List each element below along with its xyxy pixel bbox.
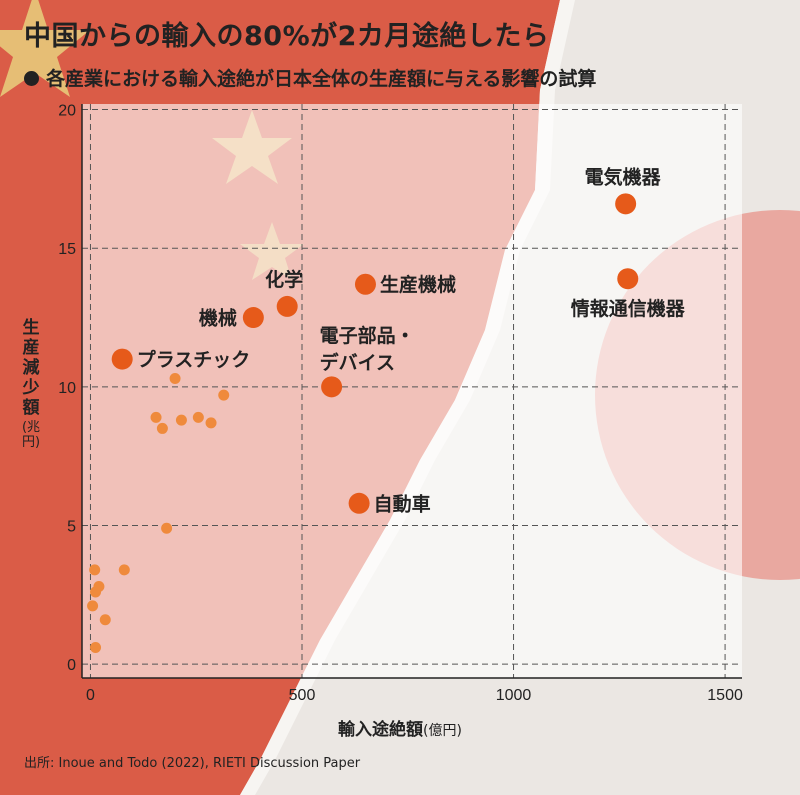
point-label: 情報通信機器 [571,297,686,320]
data-point [276,295,298,317]
point-label: 生産機械 [380,273,456,296]
data-point [348,492,370,514]
data-point [242,307,264,329]
y-label-char: 減 [22,358,40,378]
source-note: 出所: Inoue and Todo (2022), RIETI Discuss… [24,756,361,771]
x-tick-label: 1500 [707,687,743,704]
data-point-small [118,564,130,576]
point-label: 電子部品・ [320,324,415,347]
data-point-small [169,373,181,385]
data-point-small [192,411,204,423]
data-point-small [218,389,230,401]
x-axis-label-text: 輸入途絶額 [338,720,424,740]
x-tick-label: 0 [86,687,95,704]
point-label: 電気機器 [585,165,662,188]
chart-subtitle: 各産業における輸入途絶が日本全体の生産額に与える影響の試算 [24,64,596,91]
y-tick-label: 10 [58,380,76,397]
x-axis-label: 輸入途絶額(億円) [0,715,800,740]
data-point-small [150,411,162,423]
data-point-small [156,422,168,434]
data-point [111,348,133,370]
plot-area [82,104,742,678]
y-tick-label: 20 [58,103,76,120]
data-point [354,273,376,295]
point-label: 化学 [265,268,303,291]
y-tick-label: 0 [67,657,76,674]
data-point-small [89,564,101,576]
y-tick-label: 5 [67,518,76,535]
data-point-small [175,414,187,426]
y-axis-label: 生 産 減 少 額 (兆円) [18,318,44,450]
data-point-small [161,522,173,534]
bullet-icon [24,71,39,86]
y-label-char: 少 [22,378,40,398]
y-label-char: 産 [22,338,40,358]
data-point-small [99,614,111,626]
subtitle-text: 各産業における輸入途絶が日本全体の生産額に与える影響の試算 [46,68,597,90]
point-label: デバイス [320,351,395,374]
data-point-small [90,586,102,598]
chart-title: 中国からの輸入の80%が2カ月途絶したら [24,21,550,52]
flag-star-large [0,0,90,97]
x-tick-label: 500 [289,687,316,704]
x-axis-unit: (億円) [423,723,462,739]
point-label: 自動車 [374,492,431,515]
y-tick-label: 15 [58,241,76,258]
point-label: プラスチック [137,348,251,371]
point-label: 機械 [199,307,237,330]
data-point-small [205,417,217,429]
data-point [617,268,639,290]
y-label-char: 生 [22,318,40,338]
data-point [615,193,637,215]
data-point [321,376,343,398]
x-tick-label: 1000 [496,687,532,704]
data-point-small [90,641,102,653]
y-axis-unit: (兆円) [21,420,41,450]
y-label-char: 額 [22,398,40,418]
data-point-small [87,600,99,612]
